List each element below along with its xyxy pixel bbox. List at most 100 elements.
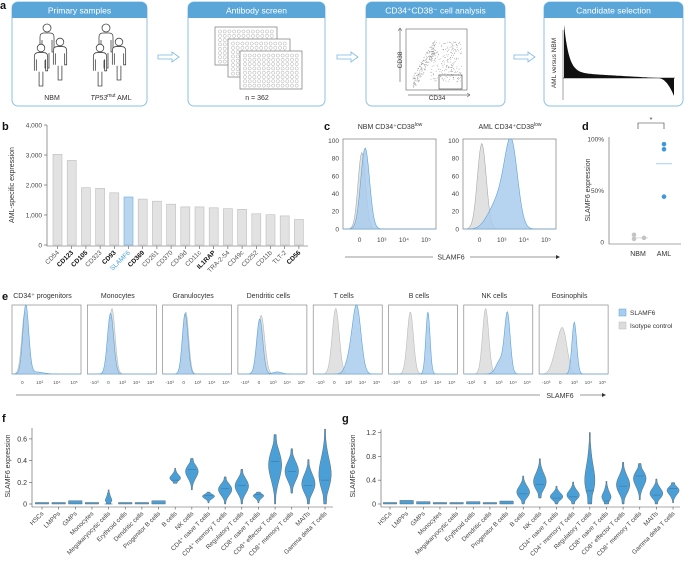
plot-frame [162, 304, 232, 375]
event-dot [438, 53, 440, 55]
well [278, 46, 282, 50]
scatter-frame [405, 28, 468, 91]
event-dot [445, 67, 447, 68]
event-dot [413, 85, 415, 87]
well [271, 62, 276, 66]
violin-body [399, 500, 414, 505]
x-axis-title: SLAMF6 [546, 393, 573, 400]
event-dot [446, 60, 448, 61]
x-tick-label: 0 [333, 380, 336, 386]
event-dot [414, 83, 416, 84]
bar-cd49d [180, 206, 191, 246]
event-dot [442, 65, 444, 67]
x-tick-label: 10³ [270, 380, 277, 386]
well [290, 83, 294, 88]
event-dot [461, 75, 462, 77]
event-dot [447, 51, 448, 52]
event-dot [425, 65, 426, 67]
event-dot [441, 63, 443, 65]
slamf6-histogram [463, 311, 533, 375]
event-dot [445, 57, 447, 58]
x-tick-label: 10³ [571, 380, 578, 386]
event-dot [418, 74, 420, 76]
event-dot [432, 52, 434, 53]
x-tick-label: -10³ [316, 380, 325, 386]
event-dot [435, 60, 437, 62]
event-dot [442, 69, 444, 71]
bar-cd123 [66, 160, 77, 246]
event-dot [414, 73, 416, 74]
event-dot [431, 55, 433, 57]
well [247, 70, 252, 75]
y-tick-label: 0.6 [17, 436, 27, 443]
well [290, 66, 294, 71]
plot-frame [87, 304, 157, 375]
x-tick-label: -10³ [90, 380, 99, 386]
event-dot [452, 48, 453, 50]
event-dot [456, 68, 458, 70]
x-tick-label: NBM [630, 251, 646, 258]
person-head [114, 37, 124, 47]
event-dot [447, 65, 448, 66]
axes [380, 429, 680, 508]
x-tick-label: 0 [182, 380, 185, 386]
well [240, 46, 245, 50]
well [276, 58, 280, 62]
event-dot [420, 62, 422, 64]
axes [608, 137, 681, 245]
event-dot [413, 82, 415, 84]
event-dot [446, 46, 448, 48]
well [241, 34, 246, 38]
event-dot [454, 72, 456, 73]
cd38-axis-label: CD38 [397, 51, 404, 68]
slamf6-histogram [87, 312, 157, 375]
x-tick-label: 0 [358, 237, 362, 244]
event-dot [444, 73, 446, 75]
event-dot [433, 49, 435, 50]
histogram-plot: 0 20 40 60 80 100 0 10³ 10⁴ 10⁵ [448, 138, 557, 244]
bar-il1rap [208, 207, 219, 246]
well [235, 50, 240, 54]
well [294, 62, 299, 66]
event-dot [414, 79, 416, 81]
event-dot [433, 62, 435, 63]
well [251, 34, 255, 38]
event-dot [454, 58, 455, 60]
well [218, 55, 222, 60]
well [276, 83, 280, 88]
event-dot [432, 54, 434, 56]
well [236, 34, 241, 38]
event-dot [455, 59, 457, 60]
event-dot [417, 73, 419, 75]
event-dot [415, 72, 417, 74]
well [240, 41, 245, 46]
y-tick-label: 0.4 [17, 458, 27, 465]
x-tick-label: 10⁵ [70, 380, 77, 386]
event-dot [428, 55, 430, 57]
aml-label: AML [116, 95, 132, 102]
event-dot [422, 60, 424, 61]
event-dot [431, 52, 433, 54]
y-tick-label: 40 [452, 191, 460, 198]
x-tick-label: 10⁵ [599, 380, 606, 386]
event-dot [449, 58, 451, 59]
violin-body [105, 489, 113, 505]
violin-body [151, 500, 166, 505]
event-dot [445, 49, 446, 50]
x-tick-label: 10⁵ [448, 380, 455, 386]
event-dot [451, 43, 453, 45]
violin-body [449, 502, 464, 505]
aml-point [661, 147, 667, 152]
event-dot [460, 72, 462, 74]
event-dot [456, 71, 458, 72]
well [266, 62, 271, 66]
event-dot [431, 51, 433, 53]
well [280, 62, 285, 66]
y-tick-label: 100 [448, 138, 459, 145]
panel-label-d: d [582, 121, 589, 133]
well [257, 75, 261, 79]
event-dot [443, 63, 445, 65]
event-dot [420, 68, 422, 70]
x-tick-label: CD56 [286, 249, 303, 266]
event-dot [445, 76, 447, 78]
